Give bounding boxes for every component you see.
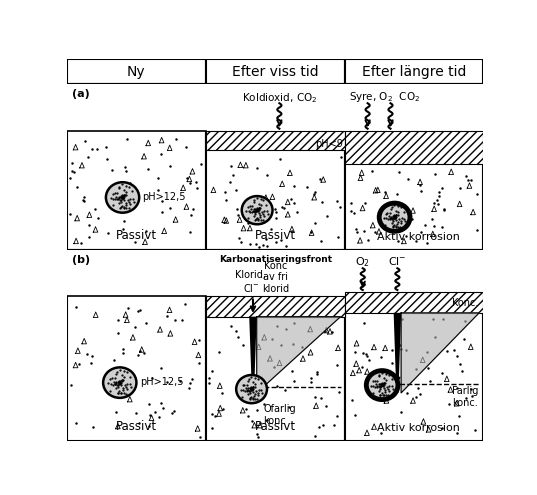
Bar (67, 250, 206, 296)
Text: Ofarlig
konc: Ofarlig konc (263, 404, 296, 426)
Text: pH<9: pH<9 (315, 139, 343, 148)
Bar (345, 131, 483, 164)
Circle shape (242, 196, 273, 224)
Text: (b): (b) (72, 254, 90, 264)
Text: Konc
av fri
klorid: Konc av fri klorid (262, 260, 289, 294)
Bar (345, 84, 483, 131)
Text: O$_2$: O$_2$ (355, 255, 370, 269)
Text: Syre, O$_2$  CO$_2$: Syre, O$_2$ CO$_2$ (349, 90, 420, 104)
Text: pH>12,5: pH>12,5 (142, 192, 186, 201)
Text: Ny: Ny (127, 65, 146, 79)
Text: Klorid,
Cl$^{-}$: Klorid, Cl$^{-}$ (235, 270, 266, 294)
Bar (206, 131, 345, 150)
Bar (206, 250, 345, 296)
Polygon shape (249, 317, 257, 393)
Text: Passivt: Passivt (255, 229, 296, 242)
Polygon shape (257, 317, 340, 393)
Bar (206, 84, 345, 250)
Bar (345, 250, 483, 292)
Bar (206, 59, 345, 84)
Polygon shape (401, 313, 479, 393)
Bar (206, 84, 345, 131)
Text: Cl$^{-}$: Cl$^{-}$ (388, 255, 407, 267)
Text: Aktiv korrosion: Aktiv korrosion (377, 232, 460, 242)
Bar (67, 84, 206, 131)
Bar (345, 292, 483, 313)
Circle shape (366, 371, 398, 399)
Bar (345, 250, 483, 441)
Text: Aktiv korrosion: Aktiv korrosion (377, 423, 460, 433)
Bar (206, 250, 345, 441)
Bar (67, 59, 206, 84)
Circle shape (379, 203, 410, 231)
Text: Farlig
konc.: Farlig konc. (452, 386, 478, 408)
Bar (345, 59, 483, 84)
Text: Koldioxid, CO$_2$: Koldioxid, CO$_2$ (242, 91, 317, 105)
Bar (67, 84, 206, 250)
Text: Passivt: Passivt (116, 420, 157, 433)
Circle shape (103, 367, 136, 398)
Text: Efter viss tid: Efter viss tid (232, 65, 318, 79)
Text: Passivt: Passivt (116, 229, 157, 242)
Bar (345, 84, 483, 250)
Bar (206, 296, 345, 317)
Circle shape (236, 375, 267, 403)
Text: (a): (a) (72, 89, 90, 99)
Text: Karbonatiseringsfront: Karbonatiseringsfront (219, 254, 332, 263)
Circle shape (106, 182, 139, 213)
Polygon shape (394, 313, 401, 393)
Text: Efter längre tid: Efter längre tid (362, 65, 466, 79)
Text: Konc.: Konc. (452, 298, 478, 308)
Text: pH>12,5: pH>12,5 (140, 377, 183, 387)
Bar (67, 250, 206, 441)
Text: Passivt: Passivt (255, 420, 296, 433)
